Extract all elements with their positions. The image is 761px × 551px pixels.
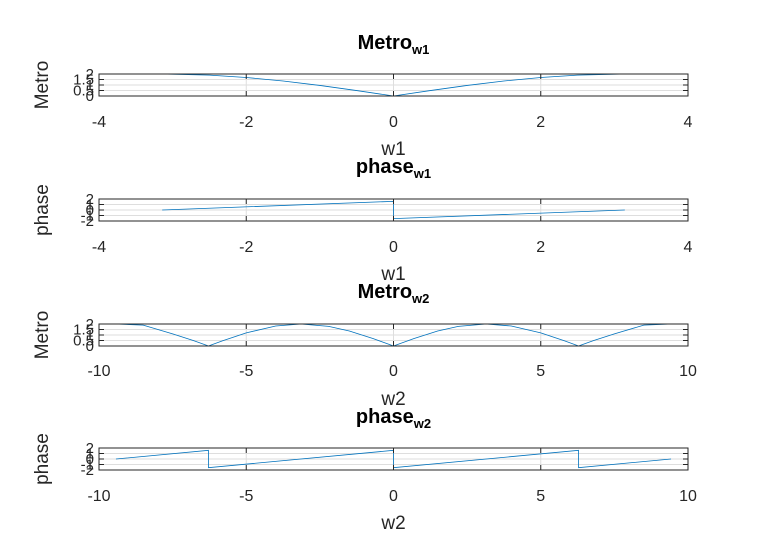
y-tick-label: 0.5	[73, 333, 94, 350]
chart-title-subscript: w1	[411, 42, 429, 57]
x-tick-label: 2	[536, 239, 545, 256]
x-tick-label: -10	[87, 488, 110, 505]
x-tick-label: 0	[389, 363, 398, 380]
y-tick-label: -1	[81, 457, 94, 474]
y-tick-label: 1	[86, 197, 94, 214]
y-tick-label: 1	[86, 446, 94, 463]
y-tick-label: 2	[86, 440, 94, 457]
x-axis-label: w1	[380, 264, 405, 285]
y-tick-label: 1	[86, 327, 94, 344]
y-tick-label: 2	[86, 316, 94, 333]
series-line-1	[162, 200, 625, 220]
chart-title-subscript: w2	[413, 416, 431, 431]
chart-title-subscript: w1	[413, 166, 431, 181]
x-tick-label: 10	[679, 488, 697, 505]
x-tick-label: -4	[92, 239, 106, 256]
chart-title-main: phase	[356, 156, 414, 178]
x-tick-label: -2	[239, 239, 253, 256]
chart-title: phasew1	[356, 156, 431, 181]
x-tick-label: 4	[684, 114, 693, 131]
y-axis-label: Metro	[32, 61, 53, 110]
x-axis-label: w1	[380, 139, 405, 160]
chart-title-main: Metro	[358, 32, 412, 54]
y-axis-label: phase	[32, 433, 53, 485]
chart-title-subscript: w2	[411, 291, 429, 306]
y-tick-label: 1	[86, 77, 94, 94]
y-tick-label: 0.5	[73, 83, 94, 100]
y-tick-label: -1	[81, 208, 94, 225]
x-tick-label: 4	[684, 239, 693, 256]
chart-title: Metrow1	[358, 32, 430, 57]
chart-title-main: Metro	[358, 281, 412, 303]
y-axis-label: phase	[32, 184, 53, 236]
x-tick-label: 5	[536, 363, 545, 380]
x-tick-label: 5	[536, 488, 545, 505]
x-tick-label: -10	[87, 363, 110, 380]
series-line-1	[115, 449, 672, 469]
x-tick-label: -5	[239, 363, 253, 380]
y-tick-label: -2	[81, 213, 94, 230]
x-axis-label: w2	[380, 513, 405, 534]
x-tick-label: -4	[92, 114, 106, 131]
x-tick-label: 10	[679, 363, 697, 380]
y-tick-label: 2	[86, 191, 94, 208]
chart-title-main: phase	[356, 406, 414, 428]
x-tick-label: 0	[389, 114, 398, 131]
x-tick-label: 0	[389, 239, 398, 256]
y-tick-label: 1.5	[73, 72, 94, 89]
x-tick-label: -5	[239, 488, 253, 505]
y-tick-label: 0	[86, 338, 94, 355]
chart-title: phasew2	[356, 406, 431, 431]
y-tick-label: 1.5	[73, 322, 94, 339]
y-axis-label: Metro	[32, 311, 53, 360]
chart-title: Metrow2	[358, 281, 430, 306]
y-tick-label: 2	[86, 66, 94, 83]
y-tick-label: -2	[81, 462, 94, 479]
x-tick-label: -2	[239, 114, 253, 131]
x-axis-label: w2	[380, 389, 405, 410]
y-tick-label: 0	[86, 202, 94, 219]
y-tick-label: 0	[86, 88, 94, 105]
x-tick-label: 0	[389, 488, 398, 505]
y-tick-label: 0	[86, 451, 94, 468]
x-tick-label: 2	[536, 114, 545, 131]
